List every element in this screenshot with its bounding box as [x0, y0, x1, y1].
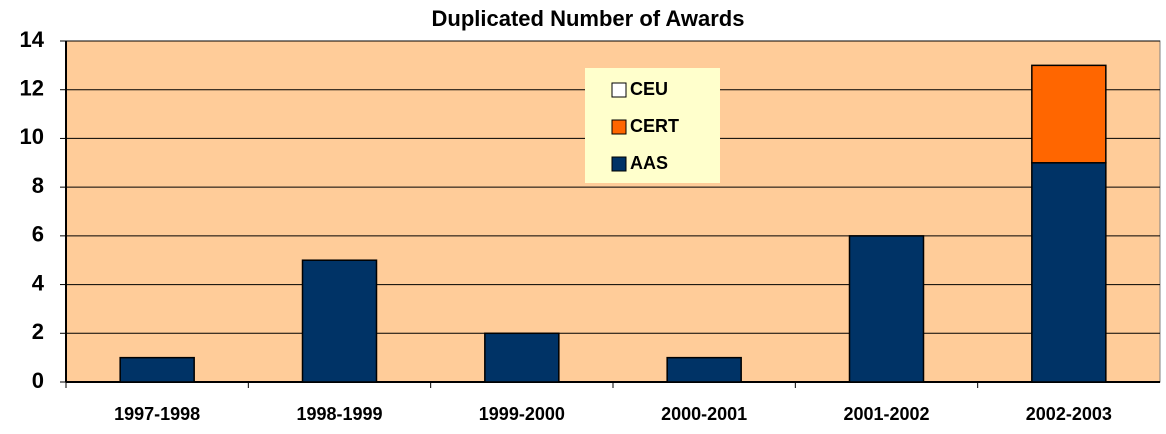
y-tick-label: 0	[32, 368, 44, 393]
y-tick-label: 8	[32, 173, 44, 198]
legend-swatch	[611, 82, 627, 98]
legend-swatch	[611, 156, 627, 172]
legend	[585, 68, 720, 183]
bar-segment	[1031, 162, 1107, 383]
x-tick-label: 1999-2000	[479, 404, 565, 424]
y-tick-label: 14	[20, 27, 45, 52]
chart-title: Duplicated Number of Awards	[432, 6, 745, 31]
x-tick-label: 2002-2003	[1026, 404, 1112, 424]
x-tick-label: 1997-1998	[114, 404, 200, 424]
bar-segment	[1031, 64, 1107, 164]
y-tick-label: 12	[20, 76, 44, 101]
x-tick-label: 2001-2002	[843, 404, 929, 424]
y-tick-label: 2	[32, 319, 44, 344]
y-tick-label: 10	[20, 124, 44, 149]
legend-label: AAS	[630, 153, 668, 173]
legend-label: CERT	[630, 116, 679, 136]
bar-segment	[848, 235, 925, 383]
bar-segment	[301, 259, 378, 383]
bar-segment	[119, 356, 195, 383]
bar-segment	[666, 356, 742, 383]
x-tick-label: 1998-1999	[296, 404, 382, 424]
bar-segment	[484, 332, 560, 383]
legend-swatch	[611, 119, 627, 135]
y-tick-label: 6	[32, 222, 44, 247]
y-tick-label: 4	[32, 270, 45, 295]
legend-label: CEU	[630, 79, 668, 99]
x-tick-label: 2000-2001	[661, 404, 747, 424]
